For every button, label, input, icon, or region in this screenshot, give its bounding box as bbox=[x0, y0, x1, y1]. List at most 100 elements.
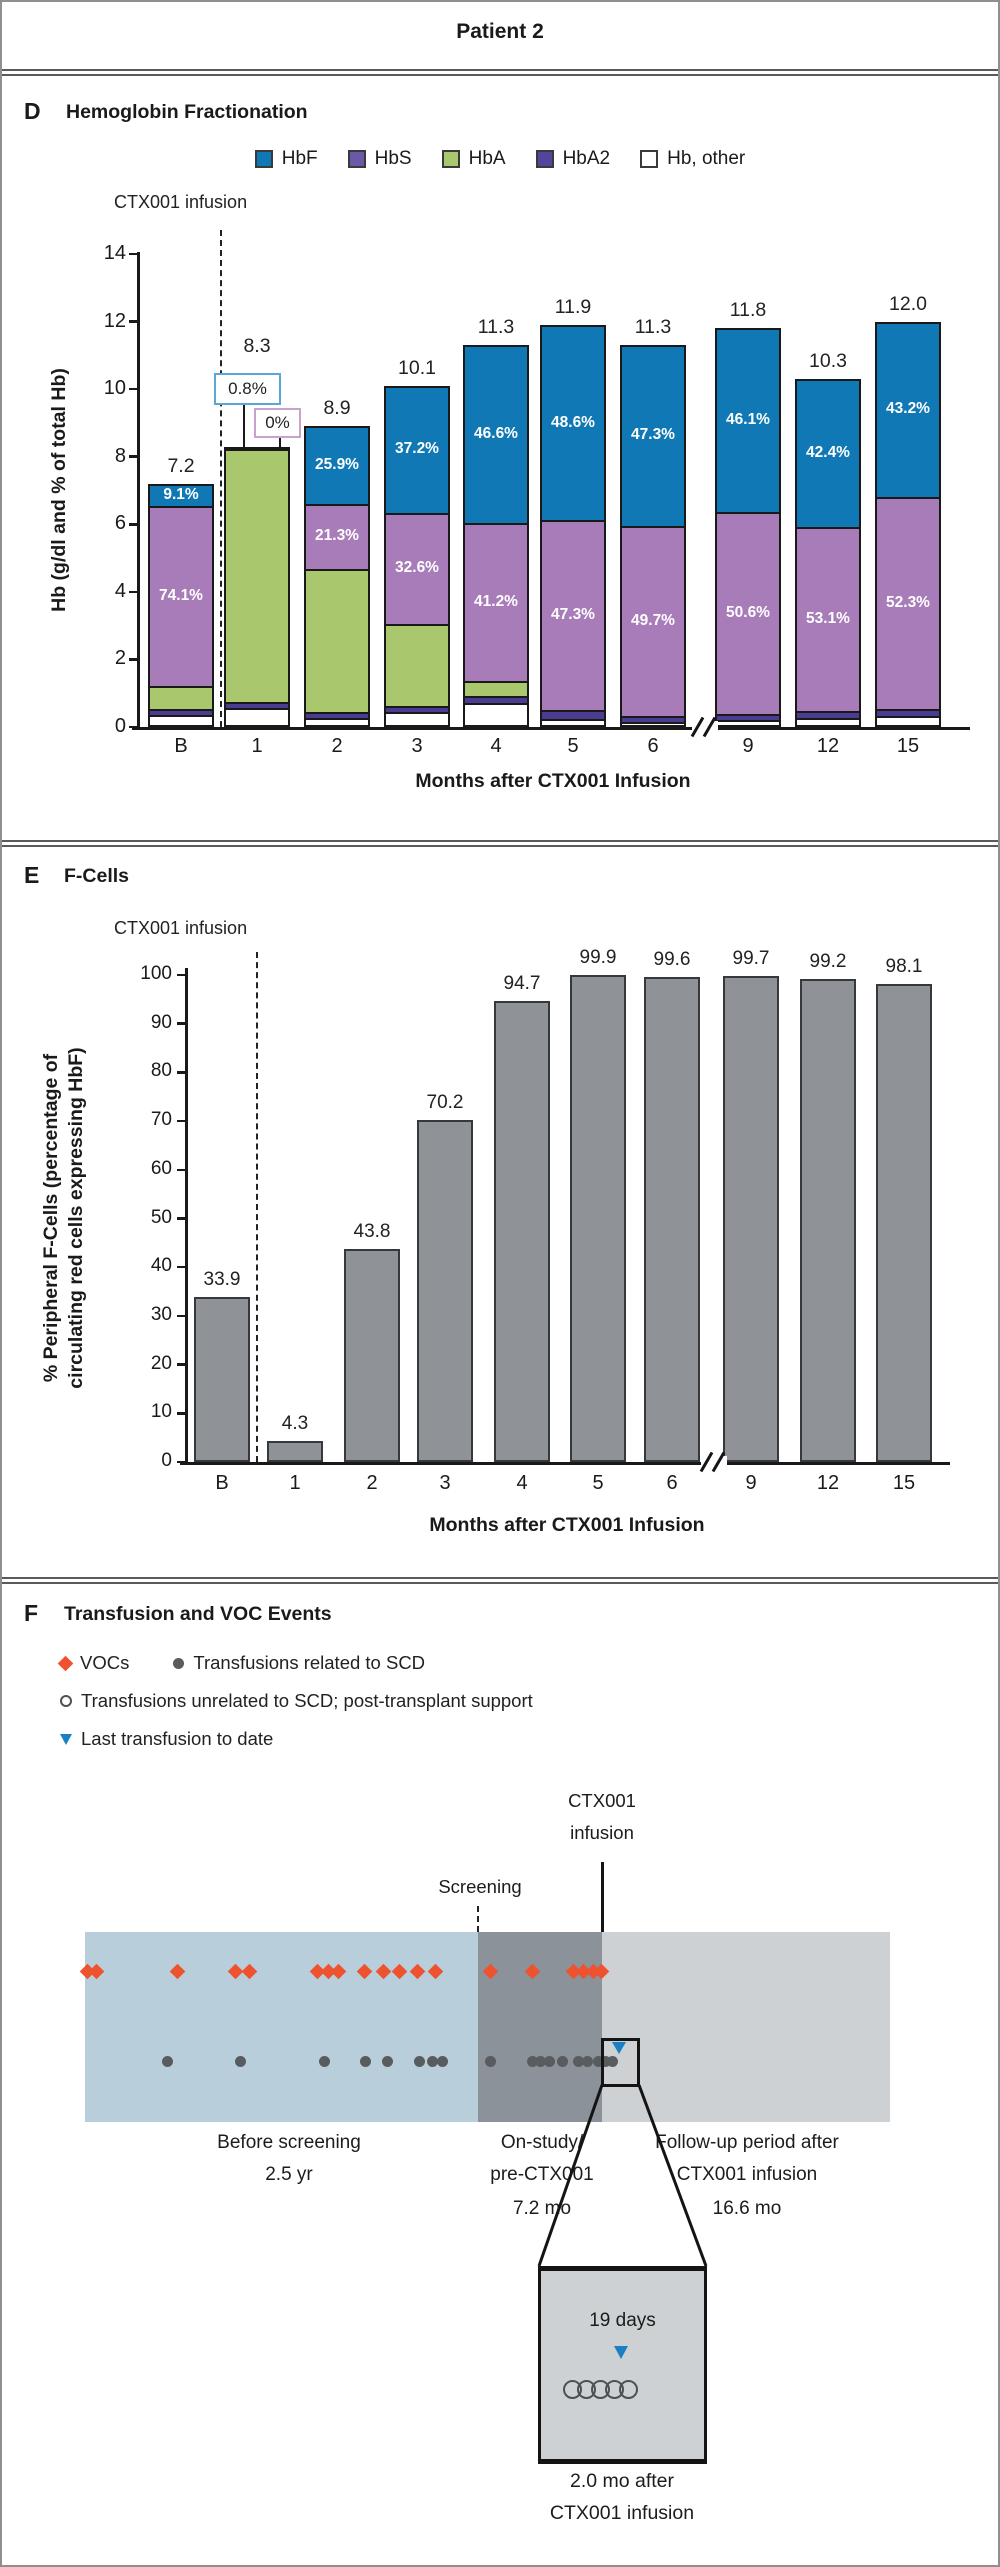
f-followup-label-line3: 16.6 mo bbox=[712, 2198, 782, 2219]
panel-e-category-label: B bbox=[215, 1472, 229, 1494]
panel-d-ytick bbox=[129, 252, 138, 256]
panel-d-hbs-pct-label: 52.3% bbox=[886, 593, 930, 611]
panel-d-letter: D bbox=[24, 98, 41, 124]
panel-d-total-label: 12.0 bbox=[889, 292, 927, 315]
panel-e-category-label: 5 bbox=[592, 1472, 604, 1494]
panel-d-hbs-pct-label: 21.3% bbox=[315, 527, 359, 545]
panel-d-bar-9: 46.1% 50.6% bbox=[715, 328, 781, 727]
panel-d-ytick-label: 12 bbox=[103, 309, 126, 332]
panel-d-segment-HbF bbox=[797, 381, 859, 529]
panel-e-ytick bbox=[177, 1217, 186, 1220]
panel-e-f-separator bbox=[2, 1577, 998, 1584]
panel-e-category-label: 2 bbox=[366, 1472, 378, 1494]
callout-hbs-month1: 0% bbox=[254, 408, 301, 438]
panel-e-ytick bbox=[177, 1314, 186, 1318]
panel-d-x-axis bbox=[132, 727, 970, 730]
panel-d-segment-Hb, other bbox=[717, 722, 779, 725]
panel-d-category-label: B bbox=[174, 735, 188, 757]
f-zoom-source-box bbox=[601, 2038, 640, 2087]
transfusion-marker bbox=[436, 2056, 448, 2067]
f-followup-label-line1: Follow-up period after bbox=[655, 2132, 839, 2153]
panel-d-hbf-pct-label: 46.1% bbox=[726, 411, 770, 429]
panel-d-hbs-pct-label: 49.7% bbox=[631, 611, 675, 629]
panel-d-segment-HbF bbox=[542, 326, 604, 523]
panel-e-bar-15 bbox=[876, 984, 932, 1462]
f-infusion-label-line1: CTX001 bbox=[568, 1790, 636, 1811]
panel-d-category-label: 6 bbox=[647, 735, 659, 757]
transfusion-marker bbox=[606, 2056, 618, 2067]
panel-d-hbf-pct-label: 25.9% bbox=[315, 456, 359, 474]
legend-swatch-HbA bbox=[441, 150, 460, 168]
panel-e-ytick bbox=[177, 973, 186, 977]
panel-d-y-axis bbox=[137, 252, 140, 729]
panel-d-segment-Hb, other bbox=[877, 717, 939, 725]
panel-d-hbs-pct-label: 50.6% bbox=[726, 603, 770, 621]
panel-d-title: Hemoglobin Fractionation bbox=[66, 101, 308, 123]
panel-e-category-label: 1 bbox=[289, 1472, 301, 1494]
panel-e-ytick-label: 20 bbox=[150, 1352, 172, 1374]
panel-e-value-label: 70.2 bbox=[426, 1092, 464, 1114]
panel-e-x-axis-title: Months after CTX001 Infusion bbox=[429, 1514, 705, 1536]
panel-e-ytick bbox=[177, 1460, 186, 1464]
panel-d-ytick bbox=[129, 725, 138, 729]
panel-e-ytick bbox=[177, 1265, 186, 1269]
panel-d-total-label: 11.3 bbox=[477, 316, 515, 339]
f-followup-label-line2: CTX001 infusion bbox=[676, 2164, 818, 2185]
panel-d-bar-12: 42.4% 53.1% bbox=[795, 379, 861, 727]
panel-d-segment-HbS bbox=[465, 525, 527, 683]
panel-e-value-label: 4.3 bbox=[281, 1413, 309, 1435]
transfusion-marker bbox=[572, 2056, 584, 2067]
panel-d-bar-4: 46.6% 41.2% bbox=[463, 345, 529, 727]
voc-diamond-icon bbox=[57, 1655, 74, 1671]
f-legend-row3: Last transfusion to date bbox=[60, 1728, 273, 1750]
panel-d-segment-HbA2 bbox=[386, 708, 448, 714]
panel-d-ytick-label: 6 bbox=[114, 512, 126, 535]
panel-d-ytick-label: 14 bbox=[103, 242, 126, 264]
transfusion-marker bbox=[413, 2056, 425, 2067]
panel-d-segment-HbA2 bbox=[542, 712, 604, 721]
panel-d-ytick-label: 8 bbox=[114, 444, 126, 467]
panel-e-value-label: 94.7 bbox=[503, 972, 541, 994]
panel-d-segment-HbA2 bbox=[877, 710, 939, 718]
panel-d-segment-HbS bbox=[877, 498, 939, 711]
panel-e-ytick-label: 70 bbox=[150, 1109, 172, 1131]
panel-d-total-label: 11.9 bbox=[554, 295, 592, 318]
legend-item-HbA2: HbA2 bbox=[535, 148, 610, 170]
panel-d-category-label: 3 bbox=[411, 735, 423, 757]
panel-e-ytick-label: 50 bbox=[150, 1206, 172, 1228]
f-legend-row1: VOCs Transfusions related to SCD bbox=[57, 1652, 425, 1674]
panel-e-y-axis bbox=[185, 968, 188, 1464]
panel-d-segment-Hb, other bbox=[226, 710, 288, 725]
panel-e-ytick-label: 0 bbox=[161, 1450, 172, 1471]
f-before-label-line1: Before screening bbox=[217, 2132, 361, 2153]
legend-label: Hb, other bbox=[667, 148, 746, 169]
panel-d-segment-HbS bbox=[306, 506, 368, 571]
f-inset-caption-line1: 2.0 mo after bbox=[569, 2470, 675, 2492]
panel-d-legend: HbF HbS HbA HbA2 Hb, other bbox=[2, 148, 998, 170]
f-band-0 bbox=[85, 1932, 478, 2122]
transfusion-marker bbox=[426, 2056, 438, 2067]
panel-f-letter: F bbox=[24, 1600, 39, 1626]
panel-e-y-axis-label: % Peripheral F-Cells (percentage of circ… bbox=[39, 958, 89, 1478]
legend-item-HbF: HbF bbox=[254, 148, 318, 170]
panel-d-ytick bbox=[129, 523, 138, 526]
panel-d-segment-HbA2 bbox=[150, 711, 212, 718]
transfusion-marker bbox=[234, 2056, 246, 2067]
panel-d-total-label: 7.2 bbox=[167, 454, 195, 477]
transfusion-marker bbox=[581, 2056, 593, 2067]
panel-e-infusion-label: CTX001 infusion bbox=[114, 918, 248, 938]
panel-d-segment-HbA2 bbox=[717, 715, 779, 723]
panel-d-segment-HbF bbox=[386, 387, 448, 515]
panel-d-bar-15: 43.2% 52.3% bbox=[875, 321, 941, 727]
panel-e-category-label: 6 bbox=[666, 1472, 678, 1494]
legend-label: HbF bbox=[281, 148, 318, 169]
panel-d-ytick-label: 4 bbox=[114, 579, 126, 602]
f-inset-last-transfusion-triangle bbox=[614, 2346, 628, 2359]
callout-hbf-month1: 0.8% bbox=[214, 373, 281, 405]
panel-e-infusion-line bbox=[256, 952, 258, 1462]
transfusion-marker bbox=[318, 2056, 330, 2067]
panel-d-ytick bbox=[129, 320, 138, 323]
panel-d-segment-HbF bbox=[465, 347, 527, 526]
transfusion-marker bbox=[543, 2056, 555, 2067]
panel-d-total-label: 10.1 bbox=[398, 356, 436, 379]
